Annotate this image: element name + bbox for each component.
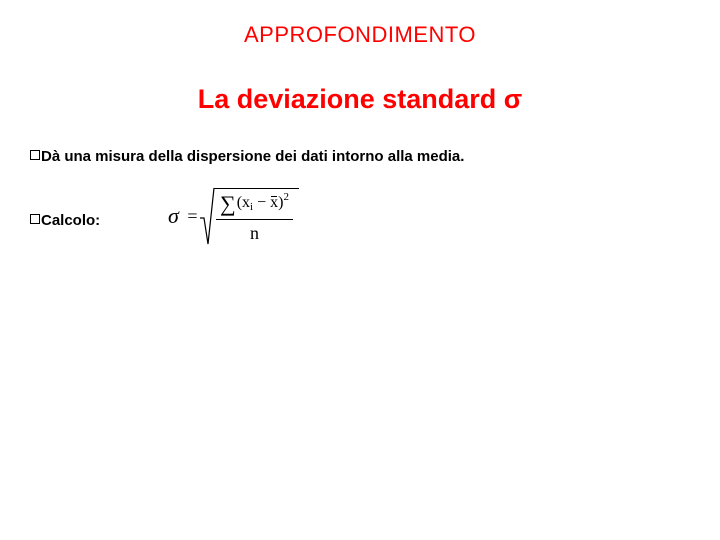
square-bullet-icon bbox=[30, 150, 40, 160]
denominator: n bbox=[216, 220, 293, 242]
vinculum bbox=[214, 188, 299, 189]
fraction: ∑(xi − x)2 n bbox=[206, 190, 297, 242]
bullet-text-2: Calcolo: bbox=[41, 212, 100, 229]
minus-sign: − bbox=[257, 194, 266, 211]
heading-sub: La deviazione standard σ bbox=[0, 84, 720, 115]
var-x: x bbox=[242, 194, 250, 211]
subscript-i: i bbox=[250, 201, 253, 213]
bullet-row-2: Calcolo: bbox=[30, 212, 100, 229]
x-bar: x bbox=[270, 195, 278, 211]
square-root: ∑(xi − x)2 n bbox=[206, 190, 297, 242]
equals-sign: = bbox=[187, 206, 197, 227]
radical-icon bbox=[200, 188, 214, 246]
bullet-row-1: Dà una misura della dispersione dei dati… bbox=[30, 148, 464, 165]
square-bullet-icon bbox=[30, 214, 40, 224]
formula: σ = ∑(xi − x)2 n bbox=[168, 190, 297, 242]
slide: APPROFONDIMENTO La deviazione standard σ… bbox=[0, 0, 720, 540]
numerator: ∑(xi − x)2 bbox=[216, 190, 293, 220]
exponent-2: 2 bbox=[283, 191, 289, 203]
formula-lhs: σ bbox=[168, 203, 179, 229]
bullet-text-1: Dà una misura della dispersione dei dati… bbox=[41, 148, 464, 165]
sigma-sum-icon: ∑ bbox=[220, 193, 236, 215]
heading-main: APPROFONDIMENTO bbox=[0, 22, 720, 48]
